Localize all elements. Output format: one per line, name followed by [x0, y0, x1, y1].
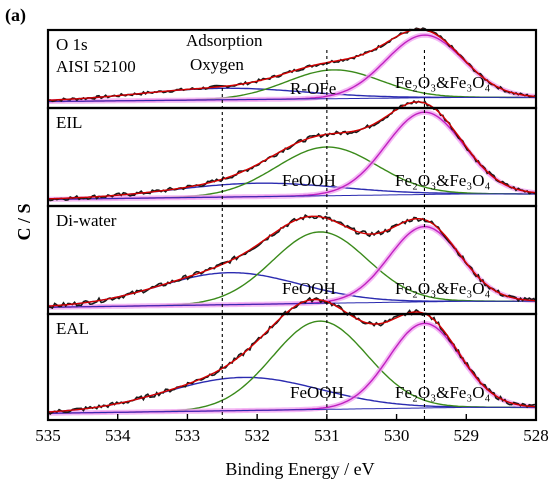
panel-3 — [47, 214, 537, 310]
background-line — [47, 300, 536, 308]
annotation-3-2: Fe₂O₃&Fe₃O₄ — [395, 279, 491, 298]
label-layer: O 1s AISI 52100 Adsorption Oxygen R-OFe Fe₂O₃… — [35, 31, 549, 445]
x-tick-label-528: 528 — [523, 426, 549, 445]
panel-2 — [47, 99, 537, 202]
annotation-4-2: Fe₂O₃&Fe₃O₄ — [395, 383, 491, 402]
panel-label-3-line-1: Di-water — [56, 211, 117, 230]
panel-label-4-line-1: EAL — [56, 319, 89, 338]
annotation-2-1: FeOOH — [282, 171, 336, 190]
frame-layer — [46, 28, 538, 422]
annotation-3-1: FeOOH — [282, 279, 336, 298]
x-axis-title: Binding Energy / eV — [225, 459, 374, 479]
annotation-4-1: FeOOH — [290, 383, 344, 402]
panel-1 — [47, 27, 537, 104]
panel-4 — [47, 296, 537, 416]
envelope-fit — [47, 215, 537, 307]
x-tick-label-535: 535 — [35, 426, 61, 445]
annotation-1-3: Fe₂O₃&Fe₃O₄ — [395, 73, 491, 92]
annotation-1-2: R-OFe — [290, 79, 336, 98]
envelope-fit — [47, 298, 537, 413]
y-axis-title: C / S — [14, 203, 34, 240]
envelope-fit — [47, 28, 537, 101]
annotation-2-2: Fe₂O₃&Fe₃O₄ — [395, 171, 491, 190]
background-line — [48, 406, 536, 414]
panels-layer — [47, 27, 537, 416]
panel-label-1-line-1: O 1s — [56, 35, 88, 54]
panel-frame-2 — [46, 106, 538, 208]
x-tick-label-530: 530 — [384, 426, 410, 445]
figure-label: (a) — [5, 5, 26, 26]
annotation-1-1-line-2: Oxygen — [190, 55, 244, 74]
envelope-fit — [47, 101, 537, 200]
x-tick-label-533: 533 — [175, 426, 201, 445]
x-tick-label-529: 529 — [454, 426, 480, 445]
reference-lines-layer — [221, 50, 426, 420]
panel-frame-4 — [46, 312, 538, 422]
x-tick-label-534: 534 — [105, 426, 131, 445]
x-tick-label-531: 531 — [314, 426, 340, 445]
background-line — [48, 96, 536, 102]
annotation-1-1-line-1: Adsorption — [186, 31, 263, 50]
x-tick-label-532: 532 — [244, 426, 270, 445]
background-line — [47, 193, 536, 200]
panel-label-1-line-2: AISI 52100 — [56, 57, 136, 76]
panel-label-2-line-1: EIL — [56, 113, 82, 132]
